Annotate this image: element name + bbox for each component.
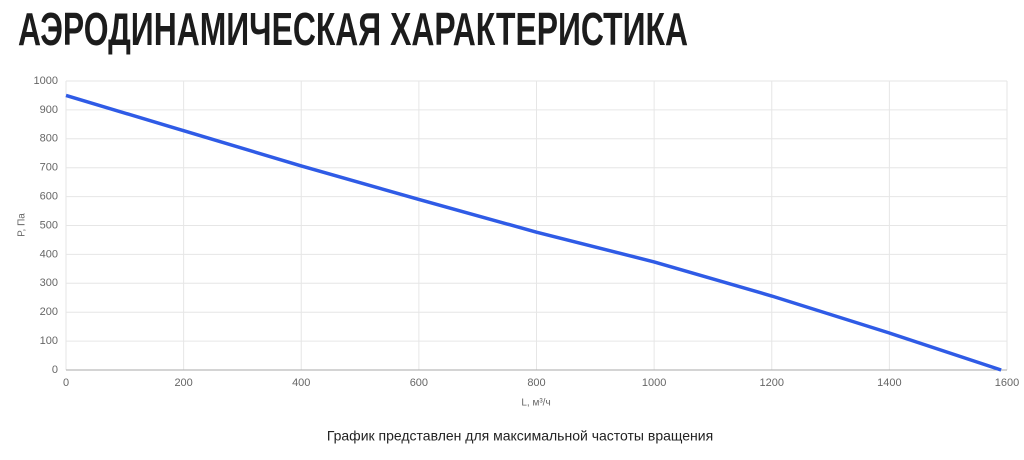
x-tick-label: 600 xyxy=(410,377,428,389)
x-tick-label: 1000 xyxy=(642,377,666,389)
data-line xyxy=(65,93,1002,372)
x-tick-label: 800 xyxy=(527,377,545,389)
y-tick-label: 800 xyxy=(40,133,58,145)
x-tick-label: 1400 xyxy=(877,377,901,389)
x-tick-label: 0 xyxy=(63,377,69,389)
y-axis-label: P, Па xyxy=(17,213,28,237)
y-tick-label: 200 xyxy=(40,306,58,318)
note: График представлен для максимальной част… xyxy=(327,428,713,444)
x-tick-label: 1600 xyxy=(995,377,1019,389)
y-tick-label: 900 xyxy=(40,104,58,116)
y-tick-label: 400 xyxy=(40,248,58,260)
y-tick-label: 1000 xyxy=(34,75,58,87)
y-tick-label: 100 xyxy=(40,335,58,347)
x-tick-label: 400 xyxy=(292,377,310,389)
y-tick-label: 600 xyxy=(40,191,58,203)
chart-title: АЭРОДИНАМИЧЕСКАЯ ХАРАКТЕРИСТИКА xyxy=(18,3,688,55)
x-axis-label: L, м³/ч xyxy=(521,398,550,409)
y-tick-label: 500 xyxy=(40,219,58,231)
y-tick-label: 0 xyxy=(52,364,58,376)
y-tick-label: 700 xyxy=(40,162,58,174)
x-tick-label: 1200 xyxy=(760,377,784,389)
y-tick-label: 300 xyxy=(40,277,58,289)
x-tick-label: 200 xyxy=(174,377,192,389)
